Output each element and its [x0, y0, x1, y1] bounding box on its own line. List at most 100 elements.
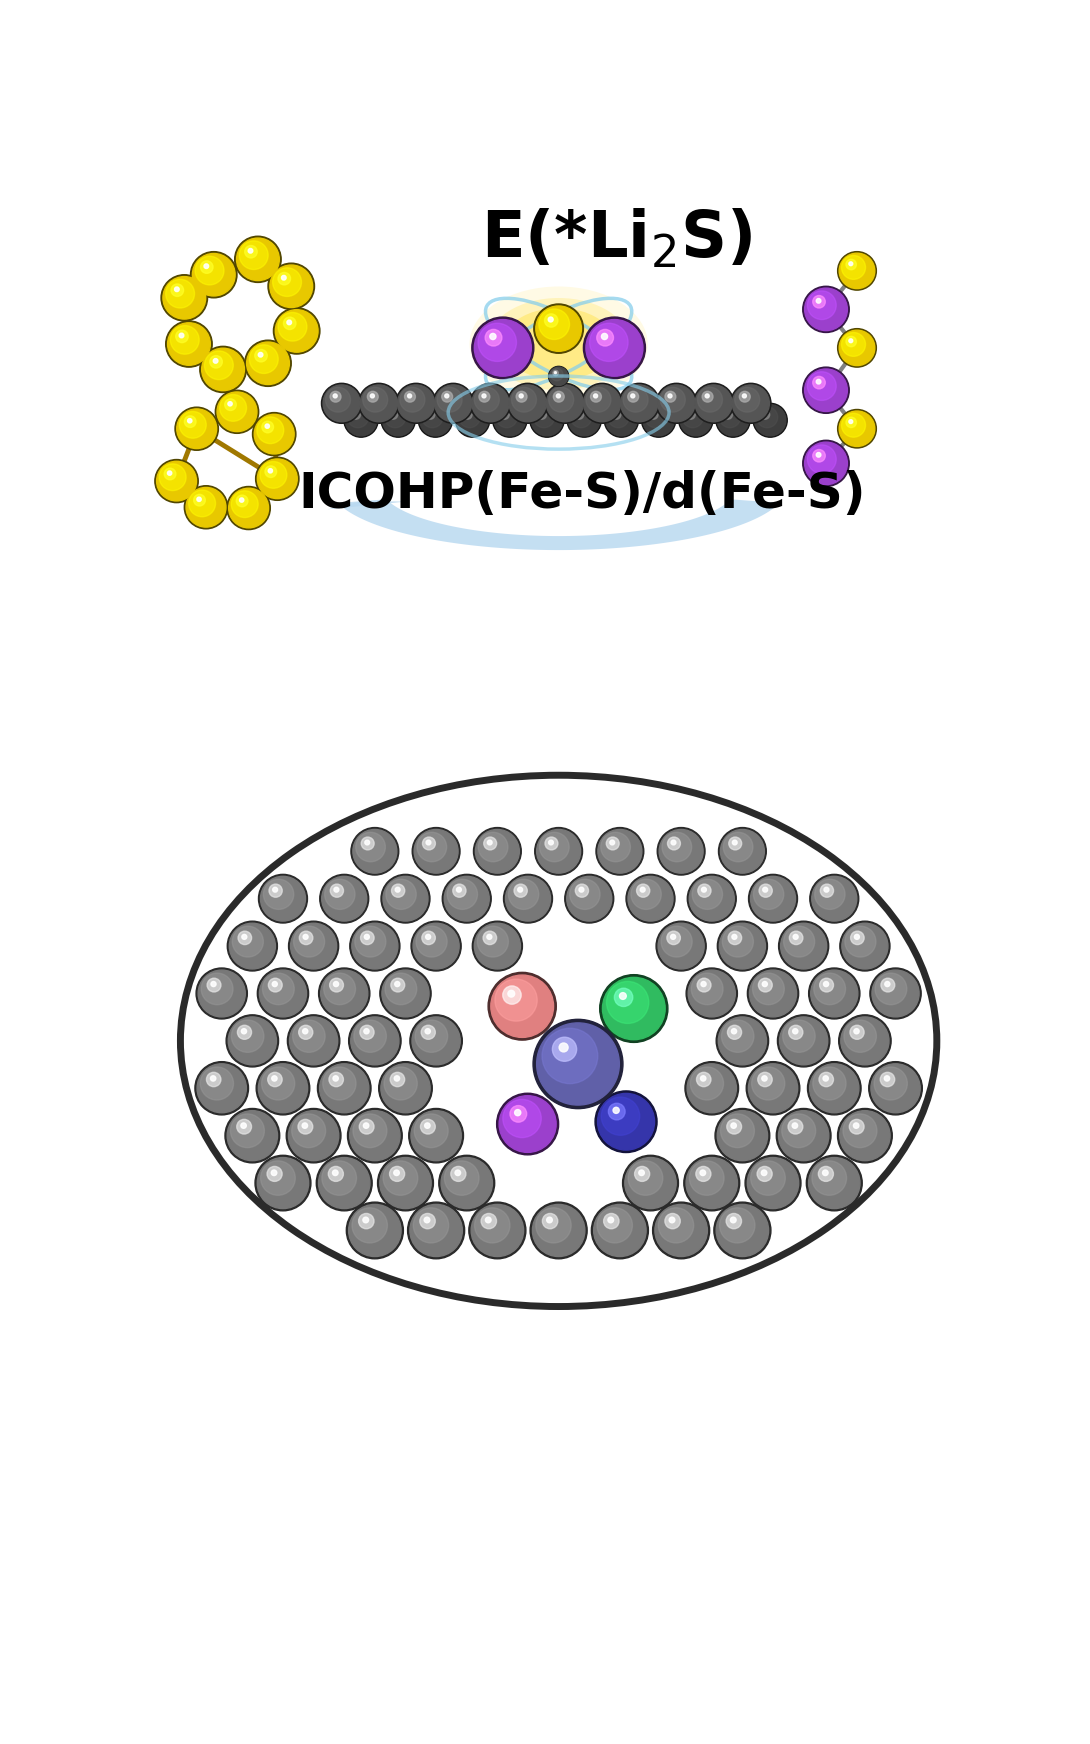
Circle shape — [479, 832, 508, 862]
Circle shape — [500, 410, 509, 419]
Circle shape — [643, 405, 675, 436]
Circle shape — [354, 1020, 386, 1052]
Circle shape — [493, 403, 526, 438]
Circle shape — [323, 1067, 356, 1100]
Circle shape — [414, 830, 458, 874]
Circle shape — [259, 462, 287, 488]
Circle shape — [271, 1076, 277, 1081]
Circle shape — [602, 1097, 640, 1135]
Circle shape — [717, 921, 767, 971]
Circle shape — [731, 1123, 737, 1128]
Circle shape — [255, 1155, 311, 1210]
Circle shape — [175, 406, 218, 450]
Circle shape — [536, 1209, 571, 1243]
Ellipse shape — [470, 286, 647, 401]
Circle shape — [784, 926, 814, 957]
Circle shape — [391, 412, 395, 415]
Circle shape — [386, 879, 416, 909]
Circle shape — [519, 394, 523, 398]
Circle shape — [201, 262, 213, 274]
Circle shape — [705, 394, 710, 398]
Circle shape — [184, 415, 196, 427]
Circle shape — [652, 412, 655, 415]
Circle shape — [364, 935, 370, 940]
Circle shape — [184, 487, 228, 528]
Circle shape — [452, 884, 467, 896]
Circle shape — [474, 1209, 510, 1243]
Circle shape — [807, 1155, 862, 1210]
Circle shape — [823, 1170, 828, 1175]
Circle shape — [506, 875, 550, 921]
Circle shape — [268, 1073, 282, 1087]
Circle shape — [318, 968, 370, 1018]
Circle shape — [470, 384, 510, 424]
Circle shape — [229, 488, 268, 528]
Circle shape — [789, 931, 803, 945]
Circle shape — [472, 385, 509, 422]
Circle shape — [473, 828, 521, 875]
Circle shape — [777, 1015, 829, 1067]
Circle shape — [509, 385, 546, 422]
Circle shape — [596, 828, 644, 875]
Circle shape — [602, 333, 607, 340]
Circle shape — [195, 1062, 249, 1114]
Circle shape — [354, 412, 358, 415]
Circle shape — [565, 874, 614, 923]
Circle shape — [691, 973, 723, 1005]
Circle shape — [850, 1025, 864, 1039]
Text: ICOHP(Fe-S)/d(Fe-S): ICOHP(Fe-S)/d(Fe-S) — [299, 471, 865, 518]
Circle shape — [447, 879, 477, 909]
Circle shape — [720, 830, 764, 874]
Circle shape — [508, 879, 538, 909]
Circle shape — [379, 968, 432, 1018]
Circle shape — [441, 391, 452, 403]
Circle shape — [545, 314, 558, 328]
Circle shape — [533, 406, 555, 427]
Circle shape — [729, 837, 741, 849]
Circle shape — [328, 1167, 343, 1181]
Circle shape — [179, 333, 184, 338]
Circle shape — [625, 1158, 676, 1209]
Circle shape — [214, 359, 218, 363]
Circle shape — [718, 1017, 766, 1066]
Circle shape — [579, 888, 584, 893]
Circle shape — [723, 926, 753, 957]
Circle shape — [590, 323, 628, 361]
Circle shape — [197, 1064, 246, 1113]
Circle shape — [536, 830, 581, 874]
Circle shape — [502, 985, 521, 1005]
Circle shape — [872, 970, 919, 1017]
Circle shape — [839, 412, 875, 446]
Circle shape — [400, 387, 425, 412]
Circle shape — [722, 1020, 754, 1052]
Circle shape — [363, 1123, 368, 1128]
Circle shape — [395, 982, 400, 987]
Circle shape — [455, 1170, 461, 1175]
Circle shape — [596, 330, 614, 345]
Circle shape — [752, 973, 785, 1005]
Circle shape — [603, 977, 665, 1039]
Circle shape — [730, 384, 771, 424]
Circle shape — [267, 1167, 282, 1181]
Circle shape — [853, 1123, 859, 1128]
Circle shape — [514, 1109, 521, 1116]
Circle shape — [256, 1062, 310, 1114]
Circle shape — [242, 935, 246, 940]
Circle shape — [870, 968, 921, 1018]
Circle shape — [753, 403, 787, 438]
Circle shape — [550, 368, 564, 380]
Circle shape — [234, 235, 281, 283]
Circle shape — [262, 1067, 294, 1100]
Circle shape — [739, 391, 750, 403]
Circle shape — [656, 384, 697, 424]
Circle shape — [559, 1043, 568, 1052]
Circle shape — [545, 837, 558, 849]
Circle shape — [361, 931, 374, 945]
Circle shape — [619, 992, 627, 999]
Circle shape — [198, 970, 245, 1017]
Circle shape — [298, 1120, 313, 1134]
Circle shape — [809, 968, 860, 1018]
Circle shape — [201, 1067, 233, 1100]
Circle shape — [421, 1025, 435, 1039]
Circle shape — [245, 340, 291, 387]
